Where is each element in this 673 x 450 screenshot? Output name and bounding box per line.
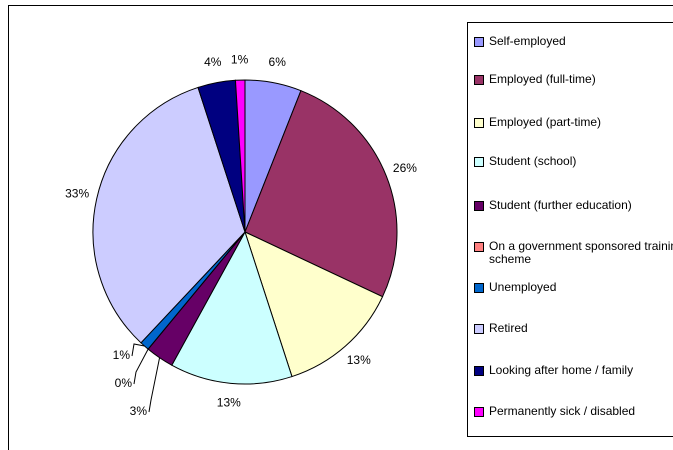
legend-swatch bbox=[474, 157, 484, 167]
pie-slice bbox=[234, 79, 246, 233]
data-label: 33% bbox=[65, 187, 89, 201]
legend-label: Self-employed bbox=[489, 34, 566, 48]
legend-swatch bbox=[474, 283, 484, 293]
legend-label: On a government sponsored training schem… bbox=[489, 239, 673, 266]
legend-item: Student (further education) bbox=[474, 199, 673, 212]
legend-item: On a government sponsored training schem… bbox=[474, 240, 673, 266]
legend-item: Permanently sick / disabled bbox=[474, 405, 673, 418]
legend-swatch bbox=[474, 324, 484, 334]
pie-slice bbox=[244, 231, 384, 378]
legend-swatch bbox=[474, 366, 484, 376]
data-label: 6% bbox=[269, 55, 287, 69]
legend-label: Retired bbox=[489, 321, 528, 335]
data-label: 1% bbox=[231, 52, 249, 66]
leader-line bbox=[133, 348, 149, 385]
legend-item: Looking after home / family bbox=[474, 364, 673, 377]
legend-label: Employed (part-time) bbox=[489, 115, 602, 129]
legend: Self-employed Employed (full-time) Employe… bbox=[467, 22, 673, 437]
legend-swatch bbox=[474, 118, 484, 128]
legend-swatch bbox=[474, 242, 484, 252]
data-label: 26% bbox=[393, 161, 417, 175]
data-label: 0% bbox=[115, 376, 133, 390]
legend-item: Unemployed bbox=[474, 281, 673, 294]
pie-slice bbox=[244, 90, 398, 298]
legend-label: Unemployed bbox=[489, 280, 557, 294]
legend-item: Retired bbox=[474, 322, 673, 335]
legend-label: Permanently sick / disabled bbox=[489, 404, 636, 418]
legend-item: Employed (part-time) bbox=[474, 116, 673, 129]
legend-label: Looking after home / family bbox=[489, 363, 634, 377]
leader-line bbox=[131, 343, 145, 357]
pie-slice bbox=[171, 230, 293, 385]
pie-slice bbox=[92, 86, 246, 344]
data-label: 1% bbox=[113, 348, 131, 362]
legend-label: Student (school) bbox=[489, 154, 577, 168]
legend-label: Student (further education) bbox=[489, 198, 632, 212]
data-label: 4% bbox=[204, 55, 222, 69]
data-label: 3% bbox=[130, 404, 148, 418]
leader-line bbox=[148, 357, 161, 413]
data-label: 13% bbox=[347, 353, 371, 367]
legend-label: Employed (full-time) bbox=[489, 72, 596, 86]
legend-swatch bbox=[474, 201, 484, 211]
legend-item: Self-employed bbox=[474, 35, 673, 48]
legend-swatch bbox=[474, 37, 484, 47]
data-label: 13% bbox=[217, 395, 241, 409]
legend-item: Student (school) bbox=[474, 155, 673, 168]
chart-frame bbox=[8, 5, 673, 450]
legend-swatch bbox=[474, 75, 484, 85]
legend-swatch bbox=[474, 407, 484, 417]
legend-item: Employed (full-time) bbox=[474, 73, 673, 86]
